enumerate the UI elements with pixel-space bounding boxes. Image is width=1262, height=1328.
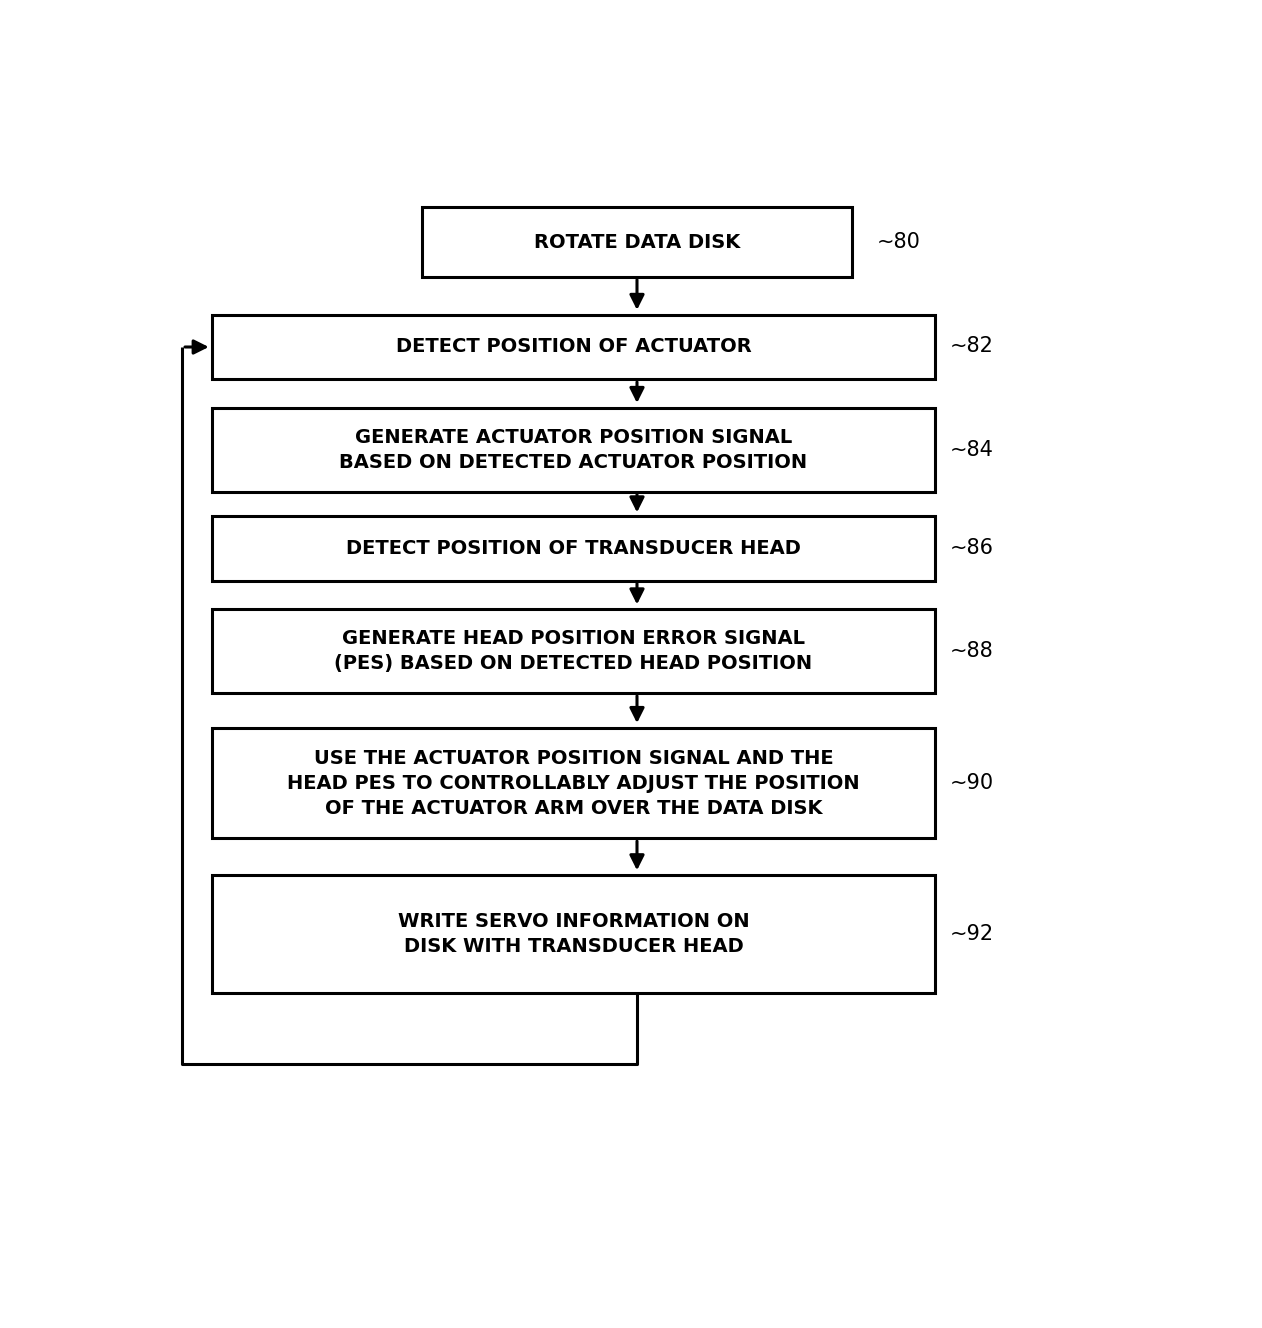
FancyBboxPatch shape xyxy=(212,408,935,491)
Text: ~80: ~80 xyxy=(877,232,920,252)
FancyBboxPatch shape xyxy=(212,517,935,580)
FancyBboxPatch shape xyxy=(212,610,935,693)
FancyBboxPatch shape xyxy=(212,315,935,380)
Text: USE THE ACTUATOR POSITION SIGNAL AND THE
HEAD PES TO CONTROLLABLY ADJUST THE POS: USE THE ACTUATOR POSITION SIGNAL AND THE… xyxy=(288,749,859,818)
FancyBboxPatch shape xyxy=(212,875,935,993)
Text: ~88: ~88 xyxy=(950,641,993,661)
Text: DETECT POSITION OF ACTUATOR: DETECT POSITION OF ACTUATOR xyxy=(395,337,751,356)
FancyBboxPatch shape xyxy=(422,207,852,278)
Text: ROTATE DATA DISK: ROTATE DATA DISK xyxy=(534,232,740,252)
Text: ~82: ~82 xyxy=(950,336,994,356)
Text: WRITE SERVO INFORMATION ON
DISK WITH TRANSDUCER HEAD: WRITE SERVO INFORMATION ON DISK WITH TRA… xyxy=(398,912,750,956)
Text: ~92: ~92 xyxy=(950,924,994,944)
Text: ~84: ~84 xyxy=(950,440,994,459)
Text: GENERATE HEAD POSITION ERROR SIGNAL
(PES) BASED ON DETECTED HEAD POSITION: GENERATE HEAD POSITION ERROR SIGNAL (PES… xyxy=(334,629,813,673)
FancyBboxPatch shape xyxy=(212,728,935,838)
Text: ~90: ~90 xyxy=(950,773,994,793)
Text: ~86: ~86 xyxy=(950,538,994,558)
Text: DETECT POSITION OF TRANSDUCER HEAD: DETECT POSITION OF TRANSDUCER HEAD xyxy=(346,539,801,558)
Text: GENERATE ACTUATOR POSITION SIGNAL
BASED ON DETECTED ACTUATOR POSITION: GENERATE ACTUATOR POSITION SIGNAL BASED … xyxy=(339,428,808,471)
